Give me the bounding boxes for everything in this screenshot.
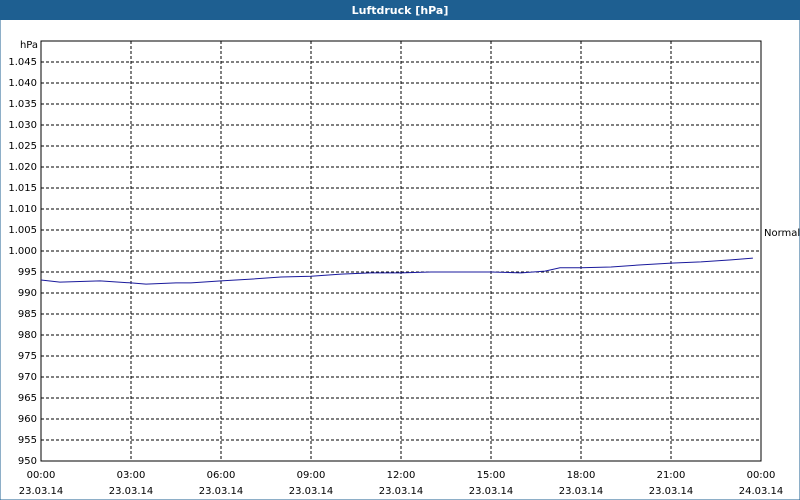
y-tick-label: 1.020 [8,162,37,173]
y-tick-label: 985 [18,309,37,320]
y-tick-label: 975 [18,351,37,362]
y-tick-label: 1.010 [8,204,37,215]
x-tick-label: 12:00 [387,470,416,481]
x-tick-date: 23.03.14 [469,486,514,497]
x-tick-label: 09:00 [297,470,326,481]
plot-border [40,40,762,462]
y-tick-label: 990 [18,288,37,299]
title-bar [0,0,800,20]
x-tick-date: 23.03.14 [559,486,604,497]
data-line [40,257,753,285]
x-tick-date: 23.03.14 [19,486,64,497]
y-tick-label: 1.040 [8,78,37,89]
y-tick-label: 1.000 [8,246,37,257]
annotation: Normal [764,228,800,239]
x-tick-date: 23.03.14 [199,486,244,497]
y-tick-label: 1.015 [8,183,37,194]
x-tick-label: 18:00 [567,470,596,481]
y-tick-label: 950 [18,456,37,467]
x-tick-date: 23.03.14 [289,486,334,497]
x-tick-label: 06:00 [207,470,236,481]
x-tick-label: 21:00 [657,470,686,481]
y-tick-label: 965 [18,393,37,404]
x-tick-label: 03:00 [117,470,146,481]
y-tick-label: 970 [18,372,37,383]
x-tick-label: 00:00 [27,470,56,481]
y-tick-label: 995 [18,267,37,278]
y-tick-label: 960 [18,414,37,425]
y-tick-label: 1.005 [8,225,37,236]
x-tick-date: 24.03.14 [739,486,784,497]
y-tick-label: 980 [18,330,37,341]
y-tick-label: 955 [18,435,37,446]
x-tick-label: 00:00 [747,470,776,481]
y-tick-label: 1.035 [8,99,37,110]
x-tick-date: 23.03.14 [649,486,694,497]
y-tick-label: 1.030 [8,120,37,131]
y-tick-label: 1.025 [8,141,37,152]
y-tick-label: 1.045 [8,57,37,68]
chart-title: Luftdruck [hPa] [352,4,449,17]
x-tick-label: 15:00 [477,470,506,481]
y-axis-label: hPa [20,40,38,51]
x-tick-date: 23.03.14 [109,486,154,497]
x-tick-date: 23.03.14 [379,486,424,497]
